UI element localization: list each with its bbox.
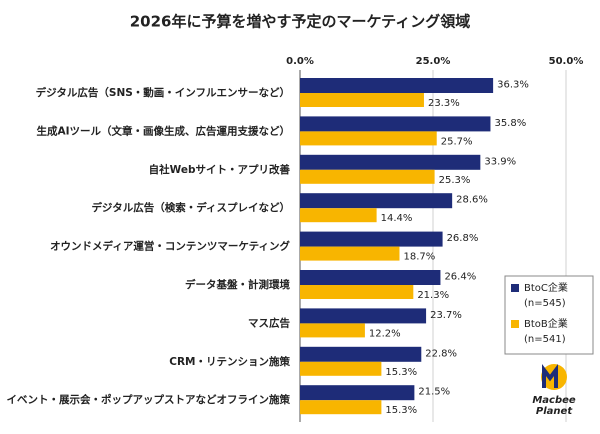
logo-mark [542, 364, 558, 388]
chart-title: 2026年に予算を増やす予定のマーケティング領域 [130, 13, 471, 31]
category-label: CRM・リテンション施策 [169, 355, 290, 368]
bar [300, 208, 377, 223]
x-tick-label: 25.0% [416, 56, 451, 67]
bar [300, 385, 415, 401]
x-tick-label: 50.0% [549, 56, 584, 67]
category-label: 自社Webサイト・アプリ改善 [149, 163, 291, 176]
legend-note: (n=545) [524, 298, 566, 309]
bar [300, 246, 400, 261]
value-label: 22.8% [425, 348, 457, 359]
category-label: デジタル広告（SNS・動画・インフルエンサーなど） [36, 86, 290, 99]
bar [300, 154, 481, 170]
bar [300, 169, 435, 184]
legend-box [504, 275, 594, 355]
value-label: 18.7% [403, 252, 435, 263]
value-label: 14.4% [381, 213, 413, 224]
bar [300, 285, 414, 299]
category-label: イベント・展示会・ポップアップストアなどオフライン施策 [7, 393, 291, 406]
bar [300, 400, 382, 415]
value-label: 21.3% [417, 290, 449, 301]
category-label: オウンドメディア運営・コンテンツマーケティング [50, 240, 290, 253]
bar [300, 270, 441, 285]
category-label: デジタル広告（検索・ディスプレイなど） [91, 201, 290, 214]
value-label: 12.2% [369, 328, 401, 339]
value-label: 33.9% [484, 156, 516, 167]
bar [300, 308, 427, 324]
value-label: 26.8% [447, 233, 479, 244]
value-label: 23.7% [430, 310, 462, 321]
legend-label: BtoB企業 [524, 317, 568, 330]
value-label: 15.3% [385, 405, 417, 416]
value-label: 28.6% [456, 195, 488, 206]
legend-note: (n=541) [524, 334, 566, 345]
category-label: マス広告 [248, 316, 290, 329]
value-label: 25.7% [441, 136, 473, 147]
value-label: 26.4% [444, 272, 476, 283]
value-label: 23.3% [428, 98, 460, 109]
bar [300, 116, 491, 132]
bar [300, 93, 424, 107]
bar [300, 323, 365, 338]
bar [300, 131, 437, 146]
value-label: 21.5% [418, 387, 450, 398]
legend-label: BtoC企業 [524, 281, 568, 294]
category-label: データ基盤・計測環境 [185, 278, 290, 291]
value-label: 25.3% [439, 175, 471, 186]
legend-swatch [511, 284, 519, 292]
value-label: 15.3% [385, 367, 417, 378]
bar [300, 78, 494, 93]
logo-text: Macbee [532, 395, 576, 406]
category-label: 生成AIツール（文章・画像生成、広告運用支援など） [36, 124, 290, 137]
bar [300, 231, 443, 247]
value-label: 36.3% [497, 80, 529, 91]
x-tick-label: 0.0% [286, 56, 314, 67]
value-label: 35.8% [494, 118, 526, 129]
bar [300, 346, 422, 362]
bar [300, 193, 453, 209]
logo-text: Planet [536, 406, 573, 417]
bar [300, 361, 382, 376]
legend-swatch [511, 320, 519, 328]
